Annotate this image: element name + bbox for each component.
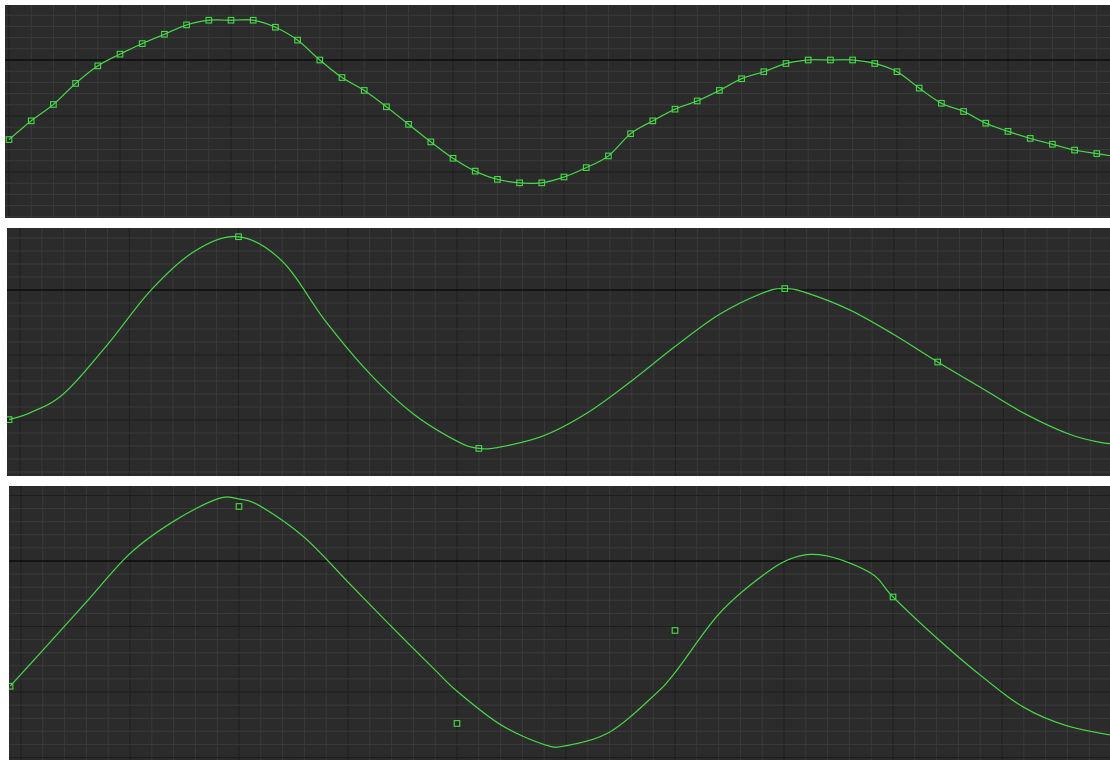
key-marker-icon[interactable] — [449, 154, 457, 162]
animation-curve[interactable] — [9, 496, 1110, 748]
key-marker-icon[interactable] — [427, 138, 435, 146]
key-marker-icon[interactable] — [538, 179, 546, 187]
key-marker-icon[interactable] — [960, 108, 967, 115]
key-marker-icon[interactable] — [5, 136, 13, 143]
key-marker-icon[interactable] — [849, 56, 856, 64]
key-marker-icon[interactable] — [383, 103, 390, 111]
animation-curve[interactable] — [8, 235, 1110, 450]
grid-lines — [5, 5, 1110, 218]
key-marker-icon[interactable] — [138, 40, 146, 47]
key-marker-icon[interactable] — [161, 30, 168, 38]
key-marker-icon[interactable] — [1004, 128, 1012, 135]
key-marker-icon[interactable] — [338, 74, 346, 81]
key-marker-icon[interactable] — [50, 101, 57, 108]
key-marker-icon[interactable] — [827, 56, 834, 64]
key-marker-icon[interactable] — [516, 179, 523, 187]
key-marker-icon[interactable] — [934, 358, 942, 366]
key-marker-icon[interactable] — [94, 62, 102, 70]
key-marker-icon[interactable] — [716, 87, 723, 94]
key-marker-icon[interactable] — [871, 60, 879, 67]
graph-panel-reduced-keys[interactable] — [7, 228, 1110, 476]
key-marker-icon[interactable] — [1026, 135, 1034, 142]
key-marker-icon[interactable] — [471, 167, 479, 175]
keyframe-markers[interactable] — [9, 503, 1110, 740]
animation-curve[interactable] — [8, 19, 1110, 185]
key-marker-icon[interactable] — [116, 50, 124, 58]
key-marker-icon[interactable] — [272, 23, 279, 31]
key-marker-icon[interactable] — [782, 60, 790, 67]
key-marker-icon[interactable] — [889, 593, 897, 601]
grid-lines — [9, 486, 1110, 760]
graph-panel-sparse-keys[interactable] — [9, 486, 1110, 760]
key-marker-icon[interactable] — [27, 117, 35, 125]
key-marker-icon[interactable] — [1093, 150, 1101, 157]
key-marker-icon[interactable] — [360, 87, 368, 94]
key-marker-icon[interactable] — [982, 119, 990, 127]
curve-graph-reduced[interactable] — [7, 228, 1110, 476]
key-marker-icon[interactable] — [938, 99, 945, 107]
key-marker-icon[interactable] — [671, 105, 679, 113]
keyframe-markers[interactable] — [7, 233, 1110, 452]
grid-lines — [7, 228, 1110, 476]
key-marker-icon[interactable] — [9, 682, 14, 690]
key-marker-icon[interactable] — [453, 720, 461, 727]
key-marker-icon[interactable] — [235, 233, 242, 241]
key-marker-icon[interactable] — [183, 21, 190, 29]
curve-graph-dense[interactable] — [5, 5, 1110, 218]
key-marker-icon[interactable] — [205, 16, 213, 24]
key-marker-icon[interactable] — [7, 416, 13, 423]
key-marker-icon[interactable] — [294, 36, 301, 44]
key-marker-icon[interactable] — [605, 152, 612, 160]
key-marker-icon[interactable] — [316, 56, 324, 64]
key-marker-icon[interactable] — [760, 68, 768, 76]
key-marker-icon[interactable] — [738, 75, 745, 83]
key-marker-icon[interactable] — [475, 445, 483, 452]
key-marker-icon[interactable] — [649, 117, 657, 125]
graph-panel-dense-keys[interactable] — [5, 5, 1110, 218]
key-marker-icon[interactable] — [494, 175, 501, 183]
key-marker-icon[interactable] — [693, 97, 701, 105]
key-marker-icon[interactable] — [582, 164, 590, 171]
key-marker-icon[interactable] — [72, 80, 79, 87]
key-marker-icon[interactable] — [235, 503, 243, 510]
keyframe-markers[interactable] — [5, 16, 1110, 187]
key-marker-icon[interactable] — [671, 627, 679, 634]
key-marker-icon[interactable] — [627, 130, 634, 138]
key-marker-icon[interactable] — [781, 285, 789, 292]
key-marker-icon[interactable] — [560, 173, 568, 181]
key-marker-icon[interactable] — [893, 68, 901, 76]
key-marker-icon[interactable] — [405, 121, 412, 128]
curve-graph-sparse[interactable] — [9, 486, 1110, 760]
key-marker-icon[interactable] — [249, 16, 257, 24]
key-marker-icon[interactable] — [1071, 146, 1078, 154]
key-marker-icon[interactable] — [804, 56, 812, 64]
key-marker-icon[interactable] — [227, 16, 235, 24]
key-marker-icon[interactable] — [1049, 140, 1056, 148]
key-marker-icon[interactable] — [915, 84, 923, 92]
